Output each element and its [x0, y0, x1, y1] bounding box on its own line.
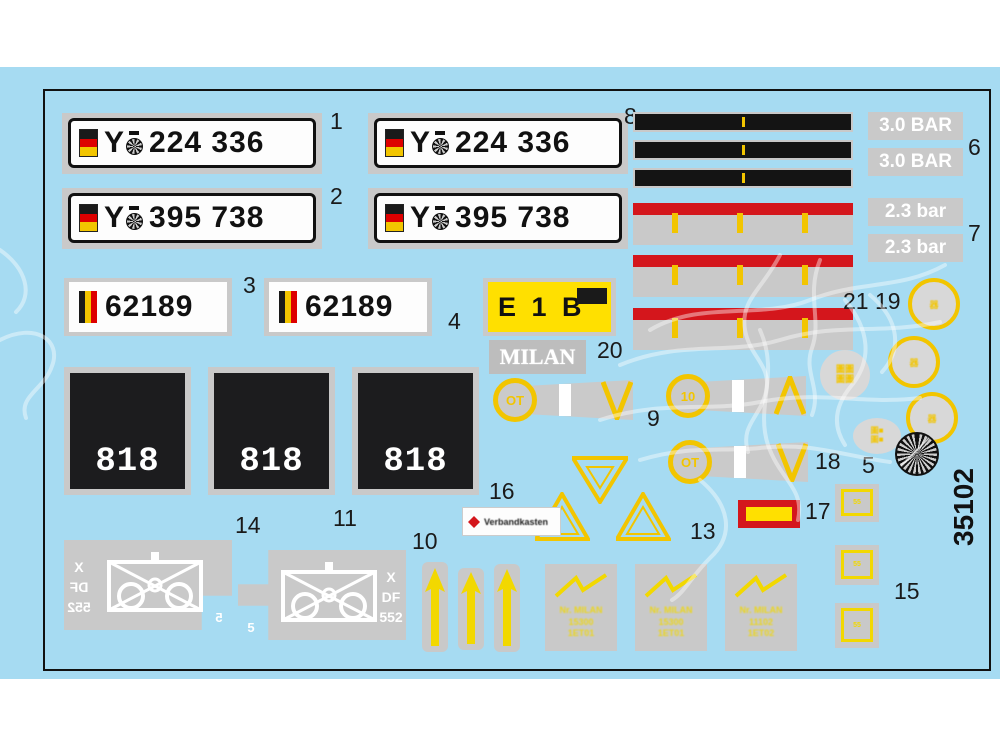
svg-text:552: 552 [379, 609, 403, 625]
svg-text:552: 552 [67, 599, 91, 615]
svg-text:5: 5 [215, 610, 222, 625]
svg-text:X: X [74, 559, 84, 575]
svg-text:X: X [386, 569, 396, 585]
svg-text:DF: DF [69, 579, 88, 595]
svg-text:DF: DF [382, 589, 401, 605]
svg-text:5: 5 [247, 620, 254, 635]
